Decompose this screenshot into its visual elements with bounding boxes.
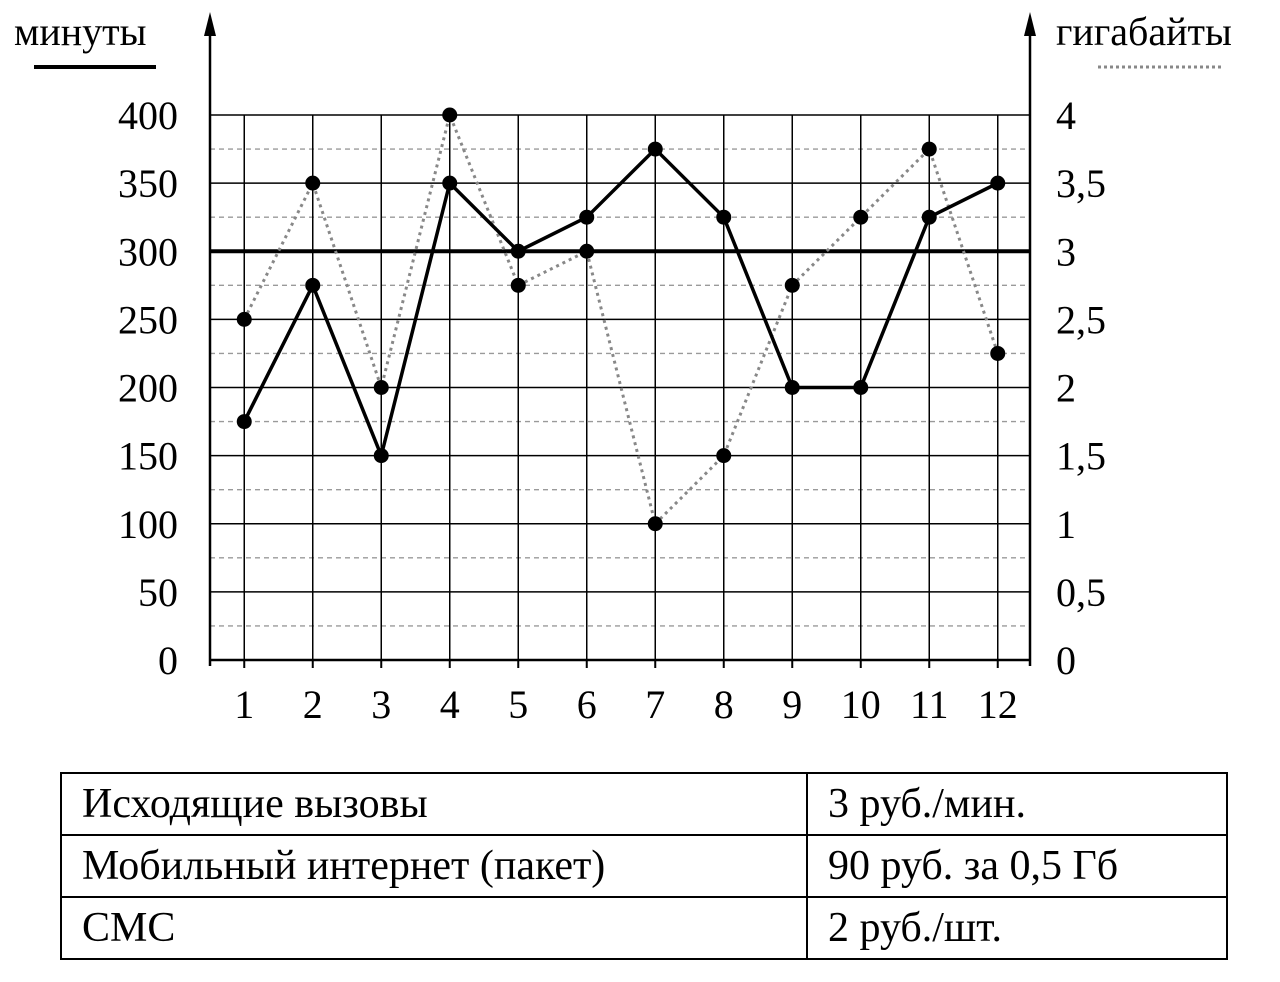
- x-tick-label: 7: [645, 682, 665, 727]
- minutes-data-point: [579, 209, 595, 225]
- tariff-row: Исходящие вызовы 3 руб./мин.: [60, 772, 1228, 836]
- left-tick-label: 400: [118, 93, 178, 138]
- minutes-data-point: [305, 277, 321, 293]
- x-tick-label: 2: [303, 682, 323, 727]
- minutes-data-point: [784, 380, 800, 395]
- x-tick-label: 6: [577, 682, 597, 727]
- x-tick-label: 1: [234, 682, 254, 727]
- minutes-data-point: [716, 209, 732, 225]
- gigabytes-data-point: [784, 277, 800, 293]
- left-tick-label: 50: [138, 570, 178, 615]
- major-grid: [210, 114, 1030, 660]
- x-tick-label: 11: [910, 682, 949, 727]
- minutes-data-point: [510, 243, 526, 259]
- right-tick-label: 2: [1056, 366, 1076, 411]
- tariff-price-cell: 2 руб./шт.: [806, 896, 1228, 960]
- tariff-row: СМС 2 руб./шт.: [60, 896, 1228, 960]
- series-layer: [236, 107, 1006, 532]
- x-tick-label: 4: [440, 682, 460, 727]
- minutes-data-point: [921, 209, 937, 225]
- tariff-name-cell: Мобильный интернет (пакет): [60, 834, 808, 898]
- gigabytes-data-point: [510, 277, 526, 293]
- gigabytes-data-point: [305, 175, 321, 191]
- minor-grid: [210, 148, 1030, 627]
- gigabytes-data-point: [236, 311, 252, 327]
- right-axis-arrow: [1024, 12, 1036, 36]
- tariff-row: Мобильный интернет (пакет) 90 руб. за 0,5…: [60, 834, 1228, 898]
- right-tick-label: 1,5: [1056, 434, 1106, 479]
- left-tick-label: 250: [118, 297, 178, 342]
- left-tick-label: 350: [118, 161, 178, 206]
- right-tick-label: 0,5: [1056, 570, 1106, 615]
- x-tick-label: 8: [714, 682, 734, 727]
- tariff-price-cell: 90 руб. за 0,5 Гб: [806, 834, 1228, 898]
- minutes-data-point: [236, 414, 252, 430]
- tariff-name-cell: Исходящие вызовы: [60, 772, 808, 836]
- left-axis-arrow: [204, 12, 216, 36]
- left-tick-label: 100: [118, 502, 178, 547]
- left-tick-label: 200: [118, 366, 178, 411]
- right-tick-label: 4: [1056, 93, 1076, 138]
- x-tick-label: 9: [782, 682, 802, 727]
- tariff-price-cell: 3 руб./мин.: [806, 772, 1228, 836]
- x-tick-label: 12: [978, 682, 1018, 727]
- gigabytes-data-point: [579, 243, 595, 259]
- gigabytes-data-point: [990, 345, 1006, 361]
- minutes-series-line: [242, 147, 999, 458]
- right-tick-label: 3,5: [1056, 161, 1106, 206]
- gigabytes-data-point: [373, 380, 389, 395]
- gigabytes-data-point: [853, 209, 869, 225]
- x-tick-label: 5: [508, 682, 528, 727]
- gigabytes-data-point: [716, 448, 732, 464]
- minutes-data-point: [853, 380, 869, 395]
- right-axis-title: гигабайты: [1056, 9, 1232, 54]
- right-tick-label: 3: [1056, 229, 1076, 274]
- minutes-data-point: [647, 141, 663, 157]
- minutes-data-point: [990, 175, 1006, 191]
- left-axis-title: минуты: [14, 9, 146, 54]
- right-tick-label: 1: [1056, 502, 1076, 547]
- tariff-name-cell: СМС: [60, 896, 808, 960]
- right-tick-label: 2,5: [1056, 297, 1106, 342]
- left-tick-label: 300: [118, 229, 178, 274]
- gigabytes-data-point: [442, 107, 458, 123]
- minutes-data-point: [442, 175, 458, 191]
- axes: [204, 12, 1036, 668]
- tariff-table: Исходящие вызовы 3 руб./мин. Мобильный инт…: [60, 772, 1228, 960]
- gigabytes-series-line: [242, 113, 1000, 526]
- left-tick-label: 0: [158, 638, 178, 683]
- left-tick-label: 150: [118, 434, 178, 479]
- x-tick-label: 10: [841, 682, 881, 727]
- x-tick-label: 3: [371, 682, 391, 727]
- gigabytes-data-point: [921, 141, 937, 157]
- minutes-data-point: [373, 448, 389, 464]
- usage-chart: 0 50 100 150 200 250 300 350 400 0 0,5 1 1,5 2 2,5 3 3,5…: [14, 9, 1232, 727]
- tick-labels: 0 50 100 150 200 250 300 350 400 0 0,5 1 1,5 2 2,5 3 3,5…: [118, 93, 1106, 727]
- gigabytes-data-point: [647, 516, 663, 532]
- right-tick-label: 0: [1056, 638, 1076, 683]
